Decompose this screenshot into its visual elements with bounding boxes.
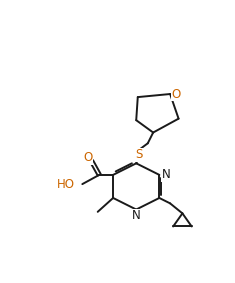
Text: O: O [172, 87, 181, 100]
Text: N: N [162, 168, 171, 181]
Text: N: N [132, 209, 141, 222]
Text: S: S [135, 148, 142, 161]
Text: O: O [83, 151, 92, 164]
Text: HO: HO [57, 178, 75, 191]
